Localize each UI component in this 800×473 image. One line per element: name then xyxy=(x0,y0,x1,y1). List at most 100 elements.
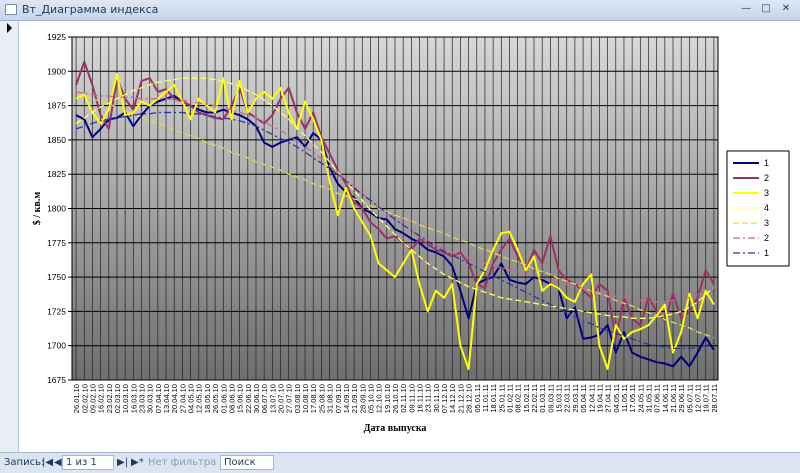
x-tick-label: 06.07.10 xyxy=(260,384,269,413)
x-tick-label: 05.10.10 xyxy=(366,384,375,413)
x-tick-label: 28.09.10 xyxy=(358,384,367,413)
x-tick-label: 30.06.10 xyxy=(252,384,261,413)
x-tick-label: 19.04.11 xyxy=(595,384,604,413)
x-tick-label: 19.10.10 xyxy=(383,384,392,413)
maximize-button[interactable]: □ xyxy=(761,3,771,14)
x-tick-label: 29.03.11 xyxy=(571,384,580,413)
series-line xyxy=(75,91,715,339)
x-tick-label: 21.12.10 xyxy=(456,384,465,413)
selector-arrow xyxy=(7,23,12,33)
x-tick-label: 15.03.11 xyxy=(555,384,564,413)
x-tick-label: 03.08.10 xyxy=(293,384,302,413)
prev-record-button[interactable]: ◀ xyxy=(54,457,62,468)
x-tick-label: 05.07.11 xyxy=(685,384,694,413)
x-tick-label: 11.05.11 xyxy=(620,384,629,412)
x-tick-label: 12.07.11 xyxy=(694,384,703,413)
x-tick-label: 21.09.10 xyxy=(350,384,359,413)
y-tick-label: 1825 xyxy=(47,169,66,179)
series-line xyxy=(75,111,715,350)
x-tick-label: 11.01.11 xyxy=(481,384,490,412)
x-tick-label: 12.04.11 xyxy=(587,384,596,413)
y-tick-label: 1925 xyxy=(47,32,66,42)
x-tick-label: 29.06.11 xyxy=(677,384,686,413)
x-tick-label: 16.02.10 xyxy=(97,384,106,413)
x-tick-label: 12.05.10 xyxy=(195,384,204,413)
x-tick-label: 30.03.10 xyxy=(146,384,155,413)
x-tick-label: 04.05.11 xyxy=(612,384,621,413)
x-tick-label: 09.02.10 xyxy=(88,384,97,413)
close-button[interactable]: ✕ xyxy=(781,3,791,14)
search-box[interactable]: Поиск xyxy=(220,455,274,470)
legend-label: 4 xyxy=(764,203,769,213)
x-tick-label: 04.05.10 xyxy=(187,384,196,413)
window-icon xyxy=(5,4,17,15)
legend-label: 1 xyxy=(764,248,769,258)
status-bar: Запись: |◀ ◀ 1 из 1 ▶| ▶* Нет фильтра По… xyxy=(0,452,800,473)
x-tick-label: 27.07.10 xyxy=(285,384,294,413)
x-tick-label: 14.12.10 xyxy=(448,384,457,413)
x-tick-label: 18.05.10 xyxy=(203,384,212,413)
next-record-button[interactable]: ▶| xyxy=(117,457,129,468)
y-tick-label: 1875 xyxy=(47,101,66,111)
x-tick-label: 14.09.10 xyxy=(342,384,351,413)
first-record-button[interactable]: |◀ xyxy=(42,457,54,468)
new-record-button[interactable]: ▶* xyxy=(131,457,144,468)
x-tick-label: 19.07.11 xyxy=(702,384,711,413)
x-tick-label: 15.02.11 xyxy=(522,384,531,413)
record-selector[interactable] xyxy=(0,21,19,452)
x-tick-label: 17.08.10 xyxy=(309,384,318,413)
x-tick-label: 20.04.10 xyxy=(170,384,179,413)
y-tick-label: 1900 xyxy=(47,66,66,76)
x-tick-label: 22.03.11 xyxy=(563,384,572,413)
minimize-button[interactable]: — xyxy=(741,3,751,14)
x-tick-label: 01.06.10 xyxy=(219,384,228,413)
x-tick-label: 24.05.11 xyxy=(636,384,645,413)
x-tick-label: 18.01.11 xyxy=(489,384,498,413)
y-tick-label: 1800 xyxy=(47,204,66,214)
y-tick-label: 1775 xyxy=(47,238,66,248)
x-tick-label: 02.11.10 xyxy=(399,384,408,413)
legend-label: 1 xyxy=(764,158,769,168)
x-tick-label: 07.04.10 xyxy=(154,384,163,413)
x-tick-label: 08.06.10 xyxy=(227,384,236,413)
x-tick-label: 31.08.10 xyxy=(326,384,335,413)
x-tick-label: 10.03.10 xyxy=(121,384,130,413)
x-tick-label: 13.04.10 xyxy=(162,384,171,413)
x-tick-label: 25.01.11 xyxy=(497,384,506,413)
search-text: Поиск xyxy=(224,457,256,468)
x-tick-label: 16.03.10 xyxy=(129,384,138,413)
legend-label: 2 xyxy=(764,233,769,243)
x-tick-label: 12.10.10 xyxy=(375,384,384,413)
x-tick-label: 20.07.10 xyxy=(277,384,286,413)
x-tick-label: 22.06.10 xyxy=(244,384,253,413)
x-tick-label: 23.11.10 xyxy=(424,384,433,413)
filter-button[interactable]: Нет фильтра xyxy=(148,457,217,468)
legend-label: 2 xyxy=(764,173,769,183)
x-tick-label: 16.11.10 xyxy=(416,384,425,413)
window-title: Вт_Диаграмма индекса xyxy=(22,3,159,16)
x-tick-label: 27.04.11 xyxy=(604,384,613,413)
x-tick-label: 07.12.10 xyxy=(440,384,449,413)
x-tick-label: 28.12.10 xyxy=(465,384,474,413)
x-tick-label: 22.02.11 xyxy=(530,384,539,413)
x-tick-label: 26.05.10 xyxy=(211,384,220,413)
position-box[interactable]: 1 из 1 xyxy=(62,455,114,470)
legend-label: 3 xyxy=(764,188,769,198)
x-tick-label: 27.04.10 xyxy=(178,384,187,413)
x-tick-label: 23.03.10 xyxy=(138,384,147,413)
x-tick-label: 30.11.10 xyxy=(432,384,441,413)
legend-label: 3 xyxy=(764,218,769,228)
x-tick-label: 07.06.11 xyxy=(653,384,662,413)
x-tick-label: 17.05.11 xyxy=(628,384,637,413)
x-tick-label: 02.02.10 xyxy=(80,384,89,413)
x-tick-label: 01.03.11 xyxy=(538,384,547,413)
y-tick-label: 1750 xyxy=(47,272,66,282)
x-tick-label: 08.02.11 xyxy=(514,384,523,413)
record-position: 1 из 1 xyxy=(66,457,97,468)
y-axis-title: $ / кв.м xyxy=(32,192,43,225)
x-tick-label: 07.09.10 xyxy=(334,384,343,413)
x-tick-label: 09.03.11 xyxy=(546,384,555,413)
y-tick-label: 1675 xyxy=(47,375,66,385)
